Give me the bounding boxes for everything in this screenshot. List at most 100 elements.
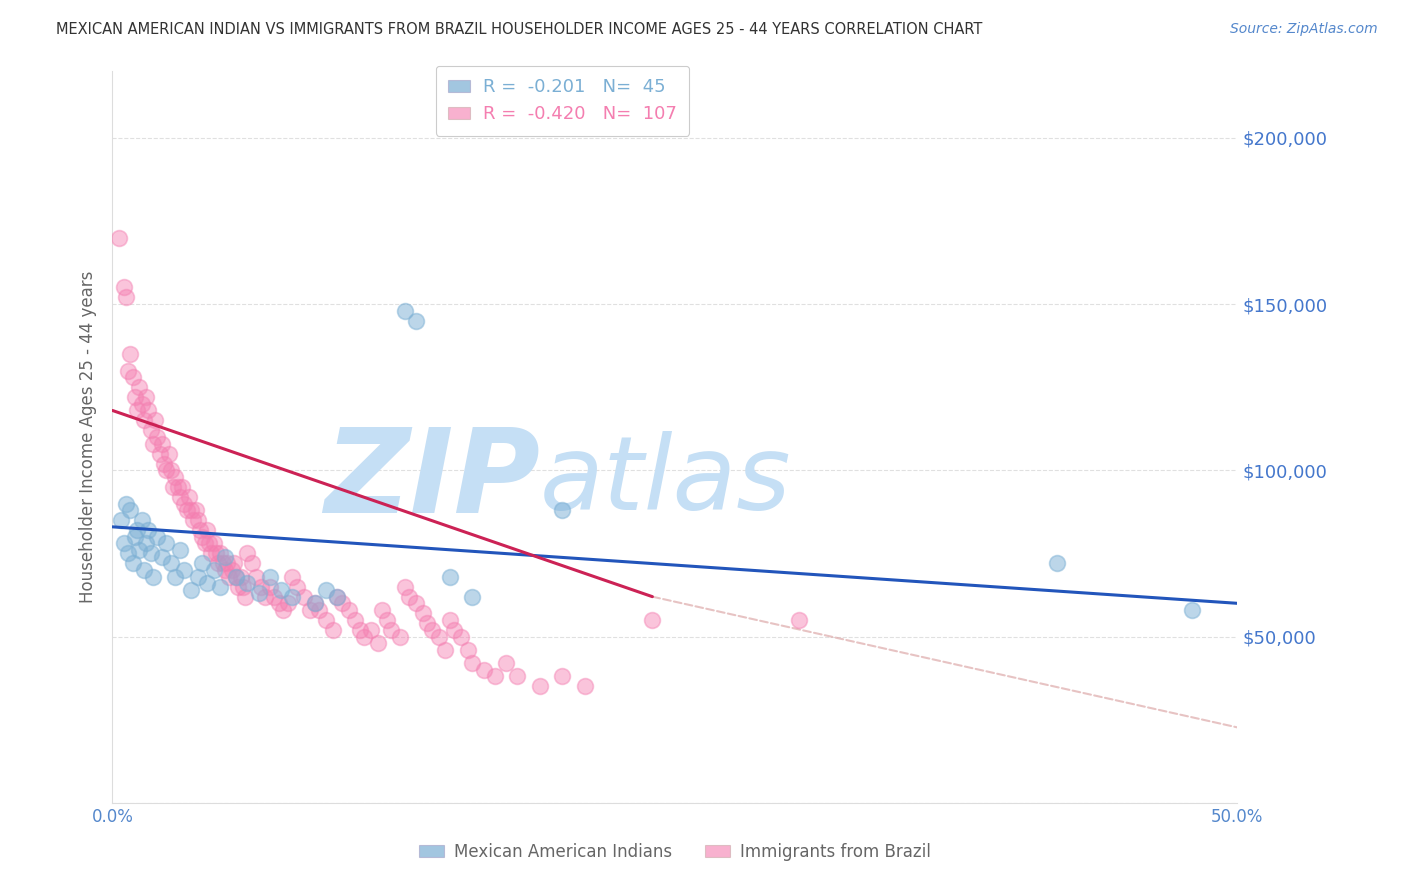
Point bbox=[439, 613, 461, 627]
Point bbox=[322, 623, 344, 637]
Point bbox=[270, 582, 292, 597]
Point bbox=[236, 576, 259, 591]
Point bbox=[281, 570, 304, 584]
Point bbox=[281, 590, 304, 604]
Point bbox=[217, 557, 239, 571]
Point bbox=[160, 557, 183, 571]
Point bbox=[225, 570, 247, 584]
Point bbox=[247, 586, 270, 600]
Point bbox=[138, 523, 160, 537]
Point bbox=[326, 590, 349, 604]
Point bbox=[166, 480, 188, 494]
Point bbox=[194, 536, 217, 550]
Point bbox=[187, 513, 209, 527]
Point bbox=[394, 580, 416, 594]
Point bbox=[240, 557, 263, 571]
Point bbox=[267, 596, 290, 610]
Point bbox=[398, 590, 420, 604]
Point bbox=[209, 546, 232, 560]
Text: Source: ZipAtlas.com: Source: ZipAtlas.com bbox=[1230, 22, 1378, 37]
Point bbox=[207, 557, 229, 571]
Point bbox=[142, 570, 165, 584]
Point bbox=[108, 230, 131, 244]
Point bbox=[195, 523, 218, 537]
Point bbox=[506, 669, 529, 683]
Point bbox=[176, 503, 198, 517]
Point bbox=[360, 623, 382, 637]
Point bbox=[254, 590, 277, 604]
Point bbox=[259, 570, 281, 584]
Point bbox=[120, 347, 142, 361]
Point bbox=[787, 613, 810, 627]
Point bbox=[150, 549, 173, 564]
Point bbox=[135, 390, 157, 404]
Point bbox=[195, 576, 218, 591]
Point bbox=[115, 290, 138, 304]
Point bbox=[142, 436, 165, 450]
Point bbox=[150, 436, 173, 450]
Point bbox=[160, 463, 183, 477]
Point bbox=[155, 536, 177, 550]
Point bbox=[1046, 557, 1069, 571]
Point bbox=[138, 403, 160, 417]
Point bbox=[132, 563, 155, 577]
Point bbox=[146, 530, 169, 544]
Point bbox=[420, 623, 443, 637]
Point bbox=[250, 580, 273, 594]
Point bbox=[229, 570, 252, 584]
Point bbox=[188, 523, 211, 537]
Point bbox=[326, 590, 349, 604]
Point bbox=[292, 590, 315, 604]
Point bbox=[146, 430, 169, 444]
Point bbox=[349, 623, 371, 637]
Point bbox=[375, 613, 398, 627]
Point bbox=[112, 536, 135, 550]
Point bbox=[112, 280, 135, 294]
Point bbox=[191, 530, 214, 544]
Point bbox=[120, 503, 142, 517]
Point bbox=[484, 669, 506, 683]
Point bbox=[135, 536, 157, 550]
Point bbox=[232, 580, 254, 594]
Point bbox=[1181, 603, 1204, 617]
Text: ZIP: ZIP bbox=[323, 424, 540, 539]
Point bbox=[380, 623, 402, 637]
Point bbox=[132, 413, 155, 427]
Point bbox=[285, 580, 308, 594]
Point bbox=[180, 503, 202, 517]
Point bbox=[165, 570, 187, 584]
Point bbox=[202, 536, 225, 550]
Point bbox=[202, 563, 225, 577]
Point bbox=[155, 463, 177, 477]
Point bbox=[218, 570, 240, 584]
Point bbox=[139, 424, 162, 438]
Point bbox=[304, 596, 326, 610]
Point bbox=[457, 643, 479, 657]
Point bbox=[472, 663, 495, 677]
Point bbox=[172, 480, 194, 494]
Point bbox=[304, 596, 326, 610]
Point bbox=[389, 630, 412, 644]
Point bbox=[443, 623, 465, 637]
Point bbox=[551, 503, 574, 517]
Point bbox=[162, 480, 184, 494]
Point bbox=[405, 314, 427, 328]
Point bbox=[127, 523, 149, 537]
Point bbox=[228, 580, 250, 594]
Point bbox=[214, 563, 236, 577]
Point bbox=[128, 380, 150, 394]
Point bbox=[273, 603, 295, 617]
Point bbox=[121, 557, 143, 571]
Point bbox=[173, 497, 195, 511]
Point bbox=[461, 656, 484, 670]
Point bbox=[124, 530, 146, 544]
Point bbox=[450, 630, 472, 644]
Point bbox=[337, 603, 360, 617]
Point bbox=[198, 536, 221, 550]
Point bbox=[143, 413, 166, 427]
Point bbox=[115, 497, 138, 511]
Point bbox=[233, 590, 256, 604]
Point bbox=[183, 513, 205, 527]
Point bbox=[529, 680, 551, 694]
Point bbox=[131, 513, 153, 527]
